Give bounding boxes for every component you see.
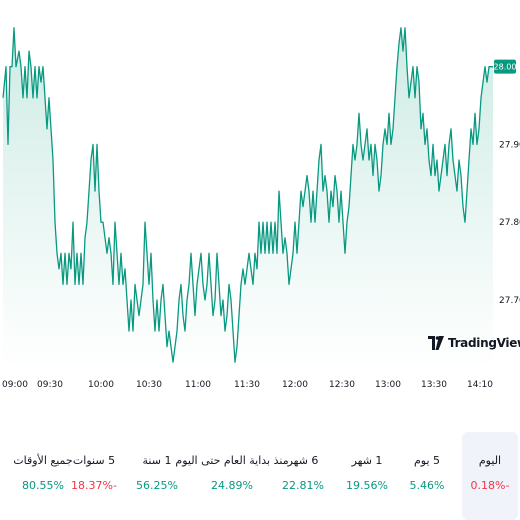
tradingview-logo[interactable]: TradingView — [428, 332, 520, 354]
performance-period-label: 1 سنة — [142, 454, 172, 467]
performance-period-value: 19.56% — [346, 479, 388, 492]
performance-bar: اليوم 0.18%- 5 يوم 5.46% 1 شهر 19.56% 6 شهر 22.… — [0, 432, 520, 520]
tradingview-logo-text: TradingView — [448, 336, 520, 350]
performance-item[interactable]: منذ بداية العام حتى اليوم 24.89% — [172, 432, 292, 520]
performance-period-value: 5.46% — [409, 479, 445, 492]
last-price-label: 28.00 — [494, 63, 517, 72]
x-tick-label: 09:00 — [2, 380, 28, 390]
performance-period-value: 0.18%- — [470, 479, 510, 492]
performance-item[interactable]: 1 شهر 19.56% — [339, 432, 395, 520]
performance-item[interactable]: 6 شهر 22.81% — [275, 432, 331, 520]
x-tick-label: 12:00 — [282, 380, 308, 390]
performance-item[interactable]: 5 سنوات 18.37%- — [66, 432, 122, 520]
x-tick-label: 09:30 — [37, 380, 63, 390]
last-price-badge — [494, 59, 516, 74]
performance-item[interactable]: 1 سنة 56.25% — [129, 432, 185, 520]
performance-period-label: جميع الأوقات — [13, 454, 73, 467]
tradingview-logo-icon — [428, 336, 444, 350]
performance-period-label: 5 يوم — [413, 454, 441, 467]
x-tick-label: 14:10 — [467, 380, 493, 390]
x-tick-label: 11:30 — [234, 380, 260, 390]
performance-period-value: 22.81% — [282, 479, 324, 492]
performance-period-label: اليوم — [478, 454, 502, 467]
performance-item[interactable]: جميع الأوقات 80.55% — [8, 432, 78, 520]
x-tick-label: 12:30 — [329, 380, 355, 390]
x-axis: 09:00 09:30 10:00 10:30 11:00 11:30 12:00 12:30… — [2, 380, 493, 390]
performance-item[interactable]: 5 يوم 5.46% — [399, 432, 455, 520]
price-area-fill — [3, 27, 493, 371]
performance-period-value: 56.25% — [136, 479, 178, 492]
y-tick-label: 27.90 — [499, 140, 520, 150]
x-tick-label: 11:00 — [185, 380, 211, 390]
price-line — [2, 27, 493, 363]
performance-period-label: 5 سنوات — [72, 454, 116, 467]
performance-period-label: 1 شهر — [351, 454, 383, 467]
y-tick-label: 27.80 — [499, 218, 520, 228]
x-tick-label: 13:00 — [375, 380, 401, 390]
performance-item[interactable]: اليوم 0.18%- — [462, 432, 518, 520]
performance-period-value: 80.55% — [22, 479, 64, 492]
y-axis: 27.90 27.80 27.70 28.00 — [494, 59, 520, 306]
y-tick-label: 27.70 — [499, 296, 520, 306]
x-tick-label: 13:30 — [421, 380, 447, 390]
x-tick-label: 10:00 — [88, 380, 114, 390]
performance-period-value: 24.89% — [211, 479, 253, 492]
performance-period-value: 18.37%- — [71, 479, 117, 492]
x-tick-label: 10:30 — [136, 380, 162, 390]
performance-period-label: منذ بداية العام حتى اليوم — [175, 454, 289, 467]
plot-area — [2, 27, 493, 371]
performance-period-label: 6 شهر — [287, 454, 319, 467]
price-chart[interactable]: 27.90 27.80 27.70 28.00 09:00 09:30 10:00 10:3… — [0, 0, 520, 400]
